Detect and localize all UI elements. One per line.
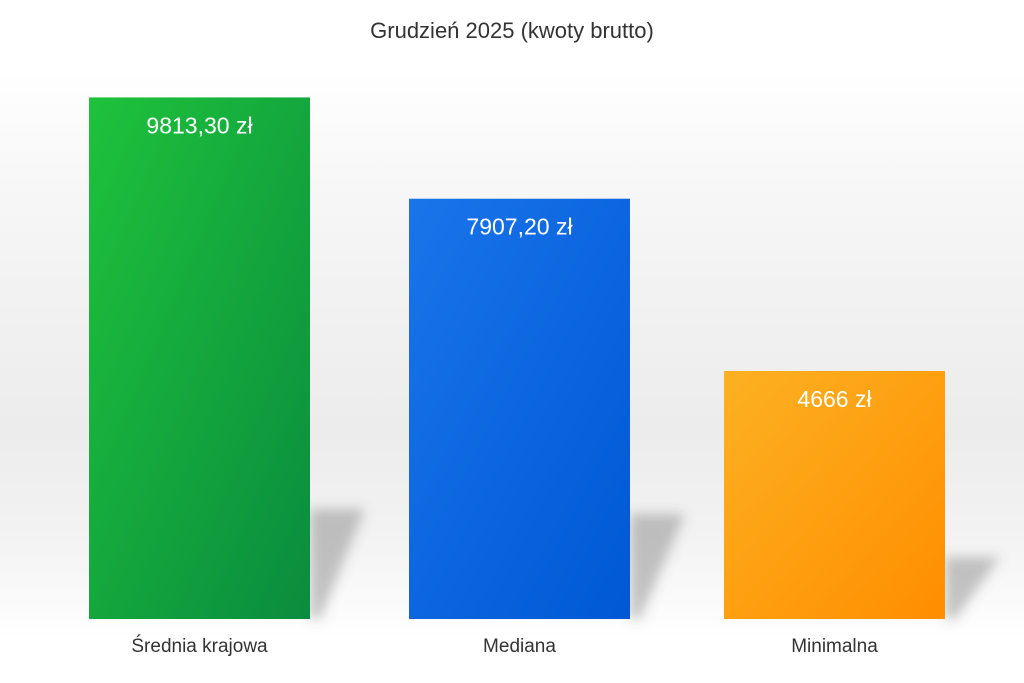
- category-label-mediana: Mediana: [483, 636, 556, 657]
- value-labels-group: 9813,30 zł 7907,20 zł 4666 zł: [146, 112, 871, 412]
- value-label-srednia: 9813,30 zł: [146, 112, 252, 138]
- bar-srednia: [89, 97, 310, 619]
- value-label-mediana: 7907,20 zł: [466, 214, 572, 240]
- bar-shadows: [310, 509, 1000, 619]
- bar-minimalna: [724, 370, 945, 619]
- bar-shadow-mediana: [630, 513, 685, 619]
- chart-title: Grudzień 2025 (kwoty brutto): [370, 18, 654, 43]
- bars-group: [89, 97, 945, 619]
- value-label-minimalna: 4666 zł: [797, 386, 871, 412]
- category-labels-group: Średnia krajowa Mediana Minimalna: [131, 635, 878, 657]
- category-label-srednia: Średnia krajowa: [131, 635, 268, 657]
- bar-shadow-minimalna: [945, 556, 1000, 619]
- bar-mediana: [409, 198, 630, 619]
- bar-shadow-srednia: [310, 509, 365, 619]
- category-label-minimalna: Minimalna: [791, 636, 878, 657]
